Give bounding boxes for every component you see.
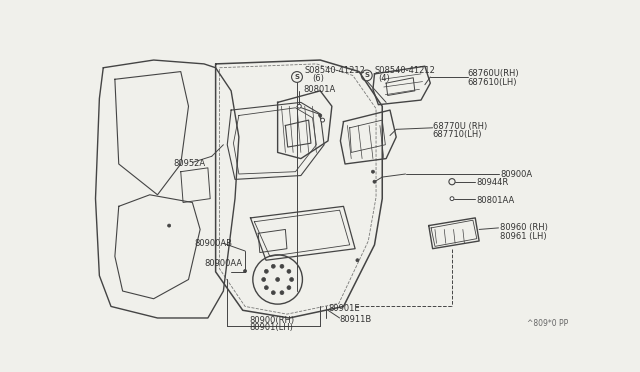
Text: S08540-41212: S08540-41212 [374, 66, 435, 75]
Circle shape [321, 118, 324, 122]
Circle shape [319, 114, 322, 117]
Circle shape [271, 291, 275, 295]
Text: 80900AA: 80900AA [204, 259, 242, 268]
Circle shape [280, 264, 284, 268]
Text: 80911B: 80911B [340, 315, 372, 324]
Circle shape [262, 278, 266, 281]
Text: 687610(LH): 687610(LH) [467, 78, 517, 87]
Text: 80961 (LH): 80961 (LH) [500, 232, 547, 241]
Text: 80801AA: 80801AA [477, 196, 515, 205]
Circle shape [450, 197, 454, 201]
Text: ^809*0 PP: ^809*0 PP [527, 319, 568, 328]
Text: S08540-41212: S08540-41212 [305, 66, 365, 75]
Text: 80900(RH): 80900(RH) [249, 316, 294, 325]
Circle shape [264, 286, 268, 289]
Text: S: S [364, 73, 369, 78]
Circle shape [244, 269, 246, 273]
Text: 80900AB: 80900AB [195, 239, 233, 248]
Text: (4): (4) [378, 74, 390, 83]
Circle shape [264, 269, 268, 273]
Text: 80952A: 80952A [173, 158, 205, 168]
Circle shape [449, 179, 455, 185]
Text: 80944R: 80944R [477, 178, 509, 187]
Text: 687710(LH): 687710(LH) [433, 130, 482, 139]
Circle shape [276, 278, 280, 281]
Circle shape [371, 170, 374, 173]
Circle shape [290, 278, 294, 281]
Circle shape [168, 224, 171, 227]
Circle shape [280, 291, 284, 295]
Text: 80901(LH): 80901(LH) [249, 323, 293, 332]
Circle shape [356, 259, 359, 262]
Text: 80901E: 80901E [328, 304, 360, 313]
Text: 80900A: 80900A [500, 170, 532, 179]
Circle shape [287, 286, 291, 289]
Circle shape [271, 264, 275, 268]
Text: (6): (6) [312, 74, 324, 83]
Text: 68760U(RH): 68760U(RH) [467, 69, 519, 78]
Circle shape [298, 104, 301, 108]
Circle shape [373, 180, 376, 183]
Text: S: S [294, 74, 300, 80]
Circle shape [287, 269, 291, 273]
Text: 68770U (RH): 68770U (RH) [433, 122, 487, 131]
Text: 80960 (RH): 80960 (RH) [500, 223, 548, 232]
Text: 80801A: 80801A [303, 85, 335, 94]
